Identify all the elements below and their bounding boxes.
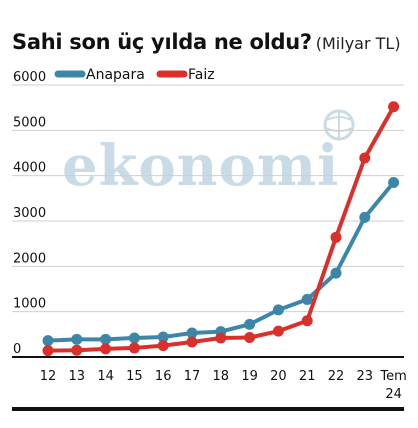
data-point-anapara <box>244 318 256 330</box>
series-line-anapara <box>47 181 396 343</box>
data-point-faiz <box>359 152 371 164</box>
data-point-anapara <box>388 176 400 188</box>
data-point-faiz <box>330 231 342 243</box>
data-point-anapara <box>128 332 140 344</box>
watermark-globe-lines <box>325 111 353 139</box>
data-point-anapara <box>330 267 342 279</box>
chart-title-block: Sahi son üç yılda ne oldu? (Milyar TL) <box>12 30 401 54</box>
data-point-faiz <box>157 340 169 352</box>
data-point-anapara <box>359 211 371 223</box>
data-point-faiz <box>215 332 227 344</box>
y-tick-label: 1000 <box>13 297 46 312</box>
x-tick-label: 17 <box>184 369 201 384</box>
x-tick-label: 24 <box>385 387 402 402</box>
data-point-faiz <box>244 332 256 344</box>
data-point-anapara <box>301 293 313 305</box>
data-point-faiz <box>42 345 54 357</box>
data-point-faiz <box>186 336 198 348</box>
data-point-anapara <box>272 304 284 316</box>
data-point-faiz <box>128 342 140 354</box>
x-tick-label: 15 <box>126 369 143 384</box>
data-point-faiz <box>100 343 112 355</box>
y-tick-label: 4000 <box>13 161 46 176</box>
data-point-anapara <box>100 333 112 345</box>
y-tick-label: 6000 <box>13 70 46 85</box>
bottom-rule <box>12 407 404 411</box>
data-point-faiz <box>272 325 284 337</box>
x-tick-label: 22 <box>328 369 345 384</box>
data-point-faiz <box>71 344 83 356</box>
x-tick-label: Tem <box>379 369 406 384</box>
y-tick-label: 5000 <box>13 115 46 130</box>
x-tick-label: 16 <box>155 369 172 384</box>
x-tick-label: 13 <box>69 369 86 384</box>
x-tick-label: 19 <box>241 369 258 384</box>
legend-label-anapara: Anapara <box>86 67 145 83</box>
x-tick-label: 21 <box>299 369 316 384</box>
data-point-faiz <box>388 101 400 113</box>
data-point-anapara <box>71 333 83 345</box>
data-point-faiz <box>301 315 313 327</box>
x-tick-label: 14 <box>97 369 114 384</box>
x-tick-label: 12 <box>40 369 57 384</box>
x-tick-label: 18 <box>213 369 230 384</box>
data-point-anapara <box>42 335 54 347</box>
data-point-anapara <box>186 327 198 339</box>
y-tick-label: 3000 <box>13 206 46 221</box>
x-tick-label: 23 <box>357 369 374 384</box>
data-point-anapara <box>157 331 169 343</box>
chart-title: Sahi son üç yılda ne oldu? <box>12 30 312 54</box>
watermark-text: ekonomi <box>62 133 339 199</box>
y-tick-label: 2000 <box>13 251 46 266</box>
legend-label-faiz: Faiz <box>188 67 215 83</box>
chart-unit: (Milyar TL) <box>315 34 401 53</box>
x-tick-label: 20 <box>270 369 287 384</box>
y-tick-label: 0 <box>13 342 21 357</box>
